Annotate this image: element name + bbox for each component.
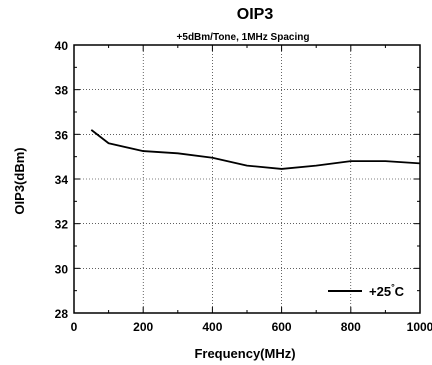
y-tick-label: 30 (55, 262, 69, 276)
tick-labels: 0 200 400 600 800 1000 28 30 32 34 36 38 40 (55, 39, 432, 334)
y-axis-label: OIP3(dBm) (12, 147, 27, 214)
x-tick-label: 1000 (407, 320, 432, 334)
chart-title: OIP3 (237, 6, 274, 23)
y-tick-label: 40 (55, 39, 69, 53)
y-tick-label: 36 (55, 128, 69, 142)
x-tick-label: 200 (133, 320, 153, 334)
data-series (90, 129, 421, 170)
grid-lines (74, 45, 420, 313)
x-axis-label: Frequency(MHz) (194, 346, 295, 361)
x-tick-label: 800 (341, 320, 361, 334)
x-tick-label: 400 (202, 320, 222, 334)
legend: +25°C (328, 282, 405, 299)
legend-label-25c: +25°C (369, 282, 405, 299)
x-tick-label: 0 (71, 320, 78, 334)
plot-frame (73, 44, 421, 314)
x-tick-label: 600 (272, 320, 292, 334)
series-line-25c (90, 129, 421, 170)
y-tick-label: 34 (55, 173, 69, 187)
y-tick-label: 28 (55, 307, 69, 321)
chart-subtitle: +5dBm/Tone, 1MHz Spacing (177, 32, 310, 43)
y-tick-label: 38 (55, 84, 69, 98)
y-tick-label: 32 (55, 218, 69, 232)
